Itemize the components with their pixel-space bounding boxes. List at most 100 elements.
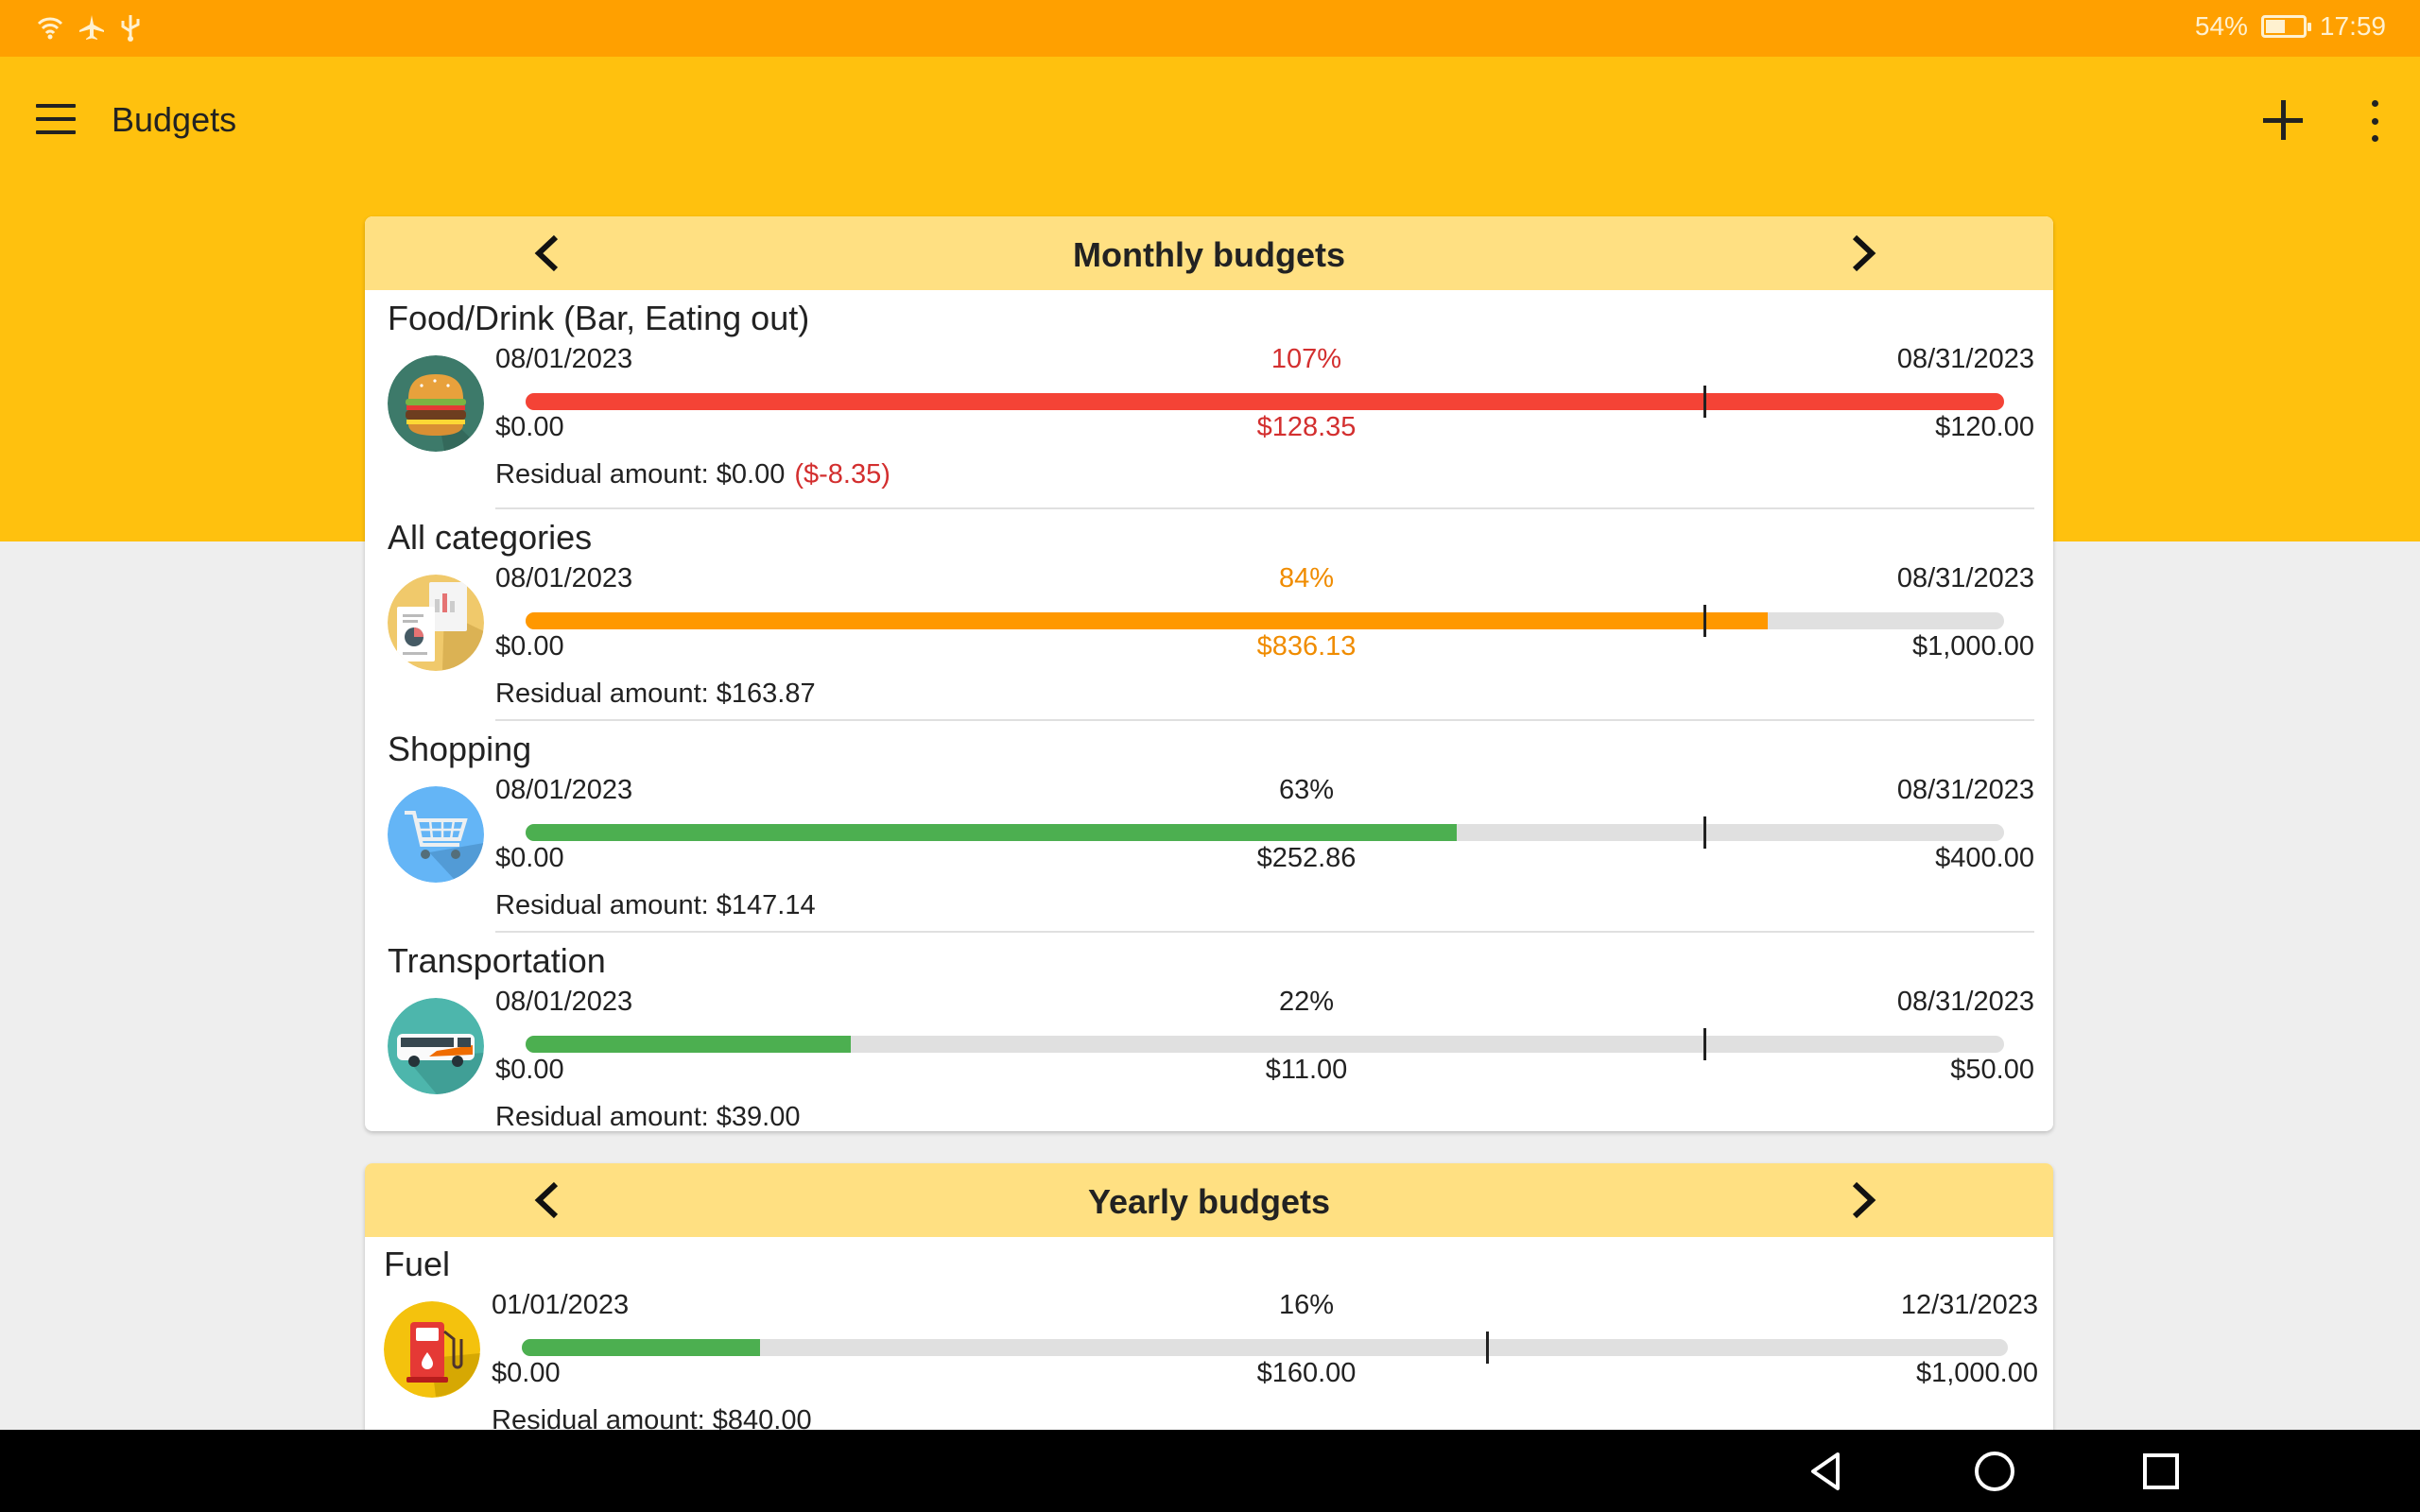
- end-date: 12/31/2023: [1900, 1290, 2038, 1320]
- budget-name: All categories: [388, 518, 593, 557]
- residual-row: Residual amount: $163.87: [495, 679, 816, 710]
- start-date: 08/01/2023: [495, 563, 633, 593]
- fuel-pump-icon: [384, 1301, 480, 1398]
- end-date: 08/31/2023: [1896, 563, 2034, 593]
- start-date: 08/01/2023: [495, 344, 633, 374]
- home-icon[interactable]: [1970, 1447, 2019, 1496]
- battery-charging-icon: [2260, 15, 2311, 38]
- budget-name: Fuel: [384, 1245, 451, 1283]
- end-date: 08/31/2023: [1896, 987, 2034, 1017]
- start-date: 08/01/2023: [495, 775, 633, 805]
- max-amount: $1,000.00: [1911, 631, 2034, 662]
- budget-item[interactable]: All categories 08/01/2023 84% 08/31/2023…: [365, 518, 2053, 726]
- percent-label: 107%: [1270, 344, 1342, 374]
- residual-overrun: ($-8.35): [794, 459, 890, 490]
- progress-bar: [526, 393, 2004, 410]
- residual-label: Residual amount:: [495, 890, 709, 920]
- spent-amount: $836.13: [1256, 631, 1357, 662]
- min-amount: $0.00: [495, 412, 564, 442]
- budget-item[interactable]: Food/Drink (Bar, Eating out) 08/01/2023 …: [365, 299, 2053, 507]
- min-amount: $0.00: [495, 1055, 564, 1085]
- residual-amount: $163.87: [716, 679, 816, 709]
- percent-label: 16%: [1278, 1290, 1335, 1320]
- max-amount: $400.00: [1935, 843, 2034, 873]
- report-documents-icon: [388, 575, 484, 671]
- progress-bar: [526, 1036, 2004, 1053]
- budget-name: Food/Drink (Bar, Eating out): [388, 299, 810, 337]
- start-date: 08/01/2023: [495, 987, 633, 1017]
- today-marker: [1703, 605, 1706, 637]
- progress-fill: [526, 612, 1768, 629]
- spent-amount: $128.35: [1256, 412, 1357, 442]
- residual-amount: $39.00: [716, 1102, 801, 1131]
- item-divider: [495, 719, 2034, 721]
- card-header: Yearly budgets: [365, 1163, 2053, 1237]
- today-marker: [1486, 1332, 1489, 1364]
- bus-icon: [388, 998, 484, 1094]
- percent-label: 84%: [1278, 563, 1335, 593]
- residual-row: Residual amount: $147.14: [495, 890, 816, 921]
- item-divider: [495, 507, 2034, 509]
- airplane-mode-icon: [79, 15, 104, 40]
- progress-fill: [526, 824, 1458, 841]
- start-date: 01/01/2023: [492, 1290, 630, 1320]
- usb-icon: [121, 15, 140, 42]
- residual-row: Residual amount: $39.00: [495, 1102, 800, 1131]
- back-icon[interactable]: [1802, 1447, 1851, 1496]
- chevron-right-icon[interactable]: [1841, 232, 1885, 275]
- progress-bar: [526, 612, 2004, 629]
- today-marker: [1703, 1028, 1706, 1060]
- status-bar: 54% 17:59: [0, 0, 2420, 57]
- chevron-left-icon[interactable]: [526, 1178, 569, 1222]
- min-amount: $0.00: [495, 631, 564, 662]
- card-header: Monthly budgets: [365, 216, 2053, 290]
- budget-item[interactable]: Shopping 08/01/2023 63% 08/31/2023 $0.00…: [365, 730, 2053, 937]
- today-marker: [1703, 816, 1706, 849]
- burger-icon: [388, 355, 484, 452]
- monthly-budgets-card: Monthly budgets Food/Drink (Bar, Eating …: [365, 216, 2053, 1131]
- residual-amount: $147.14: [716, 890, 816, 920]
- max-amount: $120.00: [1935, 412, 2034, 442]
- chevron-left-icon[interactable]: [526, 232, 569, 275]
- residual-row: Residual amount: $0.00 ($-8.35): [495, 459, 890, 490]
- menu-icon[interactable]: [36, 104, 76, 134]
- spent-amount: $160.00: [1256, 1358, 1357, 1388]
- wifi-icon: [37, 17, 63, 40]
- progress-bar: [522, 1339, 2008, 1356]
- max-amount: $1,000.00: [1915, 1358, 2038, 1388]
- residual-label: Residual amount:: [495, 679, 709, 709]
- min-amount: $0.00: [495, 843, 564, 873]
- add-budget-button[interactable]: [2257, 94, 2308, 146]
- spent-amount: $252.86: [1256, 843, 1357, 873]
- shopping-cart-icon: [388, 786, 484, 883]
- clock: 17:59: [2319, 11, 2386, 41]
- residual-label: Residual amount:: [495, 1102, 709, 1131]
- today-marker: [1703, 386, 1706, 418]
- recents-icon[interactable]: [2136, 1447, 2186, 1496]
- page-title: Budgets: [112, 100, 237, 139]
- battery-fill: [2265, 20, 2286, 33]
- system-nav-bar: [0, 1430, 2420, 1512]
- spent-amount: $11.00: [1265, 1055, 1348, 1085]
- card-title: Monthly budgets: [1073, 235, 1345, 274]
- budget-item[interactable]: Fuel 01/01/2023 16% 12/31/2023 $0.00 $16…: [365, 1245, 2053, 1447]
- percent-label: 63%: [1278, 775, 1335, 805]
- chevron-right-icon[interactable]: [1841, 1178, 1885, 1222]
- battery-percent: 54%: [2194, 11, 2248, 41]
- residual-label: Residual amount:: [495, 459, 709, 490]
- budget-name: Transportation: [388, 941, 606, 980]
- card-title: Yearly budgets: [1087, 1182, 1331, 1221]
- yearly-budgets-card: Yearly budgets Fuel 01/01/2023 16% 12/31…: [365, 1163, 2053, 1447]
- more-vert-icon[interactable]: [2363, 100, 2386, 142]
- budget-item[interactable]: Transportation 08/01/2023 22% 08/31/2023…: [365, 941, 2053, 1131]
- residual-amount: $0.00: [716, 459, 786, 490]
- end-date: 08/31/2023: [1896, 344, 2034, 374]
- percent-label: 22%: [1278, 987, 1335, 1017]
- progress-bar: [526, 824, 2004, 841]
- progress-fill: [526, 393, 2004, 410]
- progress-fill: [522, 1339, 760, 1356]
- budget-name: Shopping: [388, 730, 532, 768]
- min-amount: $0.00: [492, 1358, 561, 1388]
- end-date: 08/31/2023: [1896, 775, 2034, 805]
- max-amount: $50.00: [1950, 1055, 2034, 1085]
